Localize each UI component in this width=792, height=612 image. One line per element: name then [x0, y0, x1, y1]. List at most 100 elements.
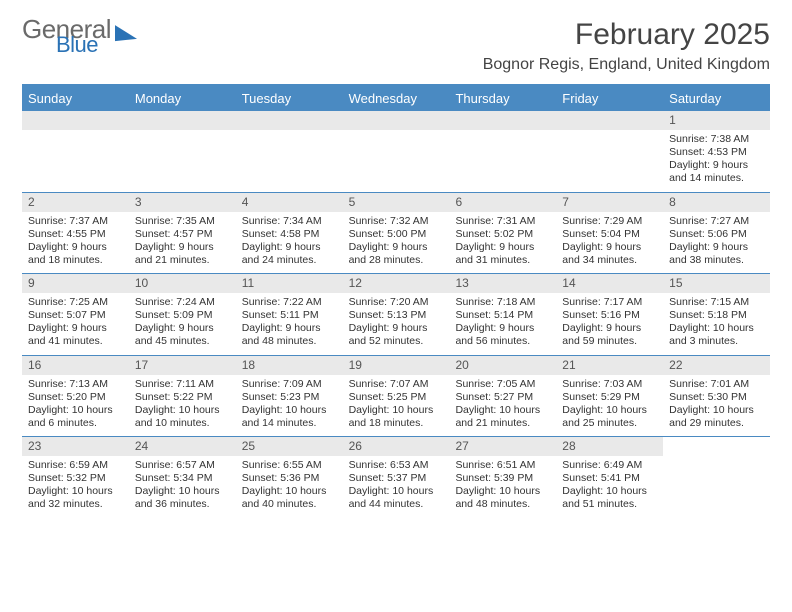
daylight-text: Daylight: 9 hours and 38 minutes. [669, 241, 764, 267]
sunrise-text: Sunrise: 7:22 AM [242, 296, 337, 309]
day-cell: 9Sunrise: 7:25 AMSunset: 5:07 PMDaylight… [22, 274, 129, 355]
day-body: Sunrise: 7:34 AMSunset: 4:58 PMDaylight:… [236, 212, 343, 274]
day-body: Sunrise: 7:07 AMSunset: 5:25 PMDaylight:… [343, 375, 450, 437]
day-body: Sunrise: 7:22 AMSunset: 5:11 PMDaylight:… [236, 293, 343, 355]
sunrise-text: Sunrise: 7:29 AM [562, 215, 657, 228]
day-number: 19 [343, 356, 450, 375]
sunset-text: Sunset: 5:23 PM [242, 391, 337, 404]
month-title: February 2025 [483, 18, 770, 52]
sunset-text: Sunset: 5:13 PM [349, 309, 444, 322]
sunset-text: Sunset: 5:27 PM [455, 391, 550, 404]
logo-triangle-icon [115, 23, 137, 41]
day-cell: 5Sunrise: 7:32 AMSunset: 5:00 PMDaylight… [343, 193, 450, 274]
sunrise-text: Sunrise: 7:35 AM [135, 215, 230, 228]
day-body: Sunrise: 6:51 AMSunset: 5:39 PMDaylight:… [449, 456, 556, 518]
day-cell: 3Sunrise: 7:35 AMSunset: 4:57 PMDaylight… [129, 193, 236, 274]
weekday-label: Sunday [22, 86, 129, 111]
sunrise-text: Sunrise: 7:38 AM [669, 133, 764, 146]
sunset-text: Sunset: 5:39 PM [455, 472, 550, 485]
day-number: 7 [556, 193, 663, 212]
weekday-header: Sunday Monday Tuesday Wednesday Thursday… [22, 86, 770, 111]
sunset-text: Sunset: 5:14 PM [455, 309, 550, 322]
day-body: Sunrise: 7:15 AMSunset: 5:18 PMDaylight:… [663, 293, 770, 355]
title-block: February 2025 Bognor Regis, England, Uni… [483, 18, 770, 74]
day-number: 24 [129, 437, 236, 456]
day-cell: 26Sunrise: 6:53 AMSunset: 5:37 PMDayligh… [343, 437, 450, 518]
weekday-label: Wednesday [343, 86, 450, 111]
weekday-label: Friday [556, 86, 663, 111]
daylight-text: Daylight: 10 hours and 29 minutes. [669, 404, 764, 430]
day-number: 27 [449, 437, 556, 456]
day-cell: 25Sunrise: 6:55 AMSunset: 5:36 PMDayligh… [236, 437, 343, 518]
sunrise-text: Sunrise: 7:31 AM [455, 215, 550, 228]
day-number: 18 [236, 356, 343, 375]
sunset-text: Sunset: 5:16 PM [562, 309, 657, 322]
logo-line2: Blue [56, 35, 111, 55]
empty-day-bar [236, 111, 343, 130]
day-cell [22, 111, 129, 192]
day-number: 28 [556, 437, 663, 456]
day-body: Sunrise: 7:09 AMSunset: 5:23 PMDaylight:… [236, 375, 343, 437]
sunrise-text: Sunrise: 7:37 AM [28, 215, 123, 228]
sunrise-text: Sunrise: 6:59 AM [28, 459, 123, 472]
day-number: 13 [449, 274, 556, 293]
sunset-text: Sunset: 5:11 PM [242, 309, 337, 322]
sunrise-text: Sunrise: 7:34 AM [242, 215, 337, 228]
daylight-text: Daylight: 10 hours and 48 minutes. [455, 485, 550, 511]
day-body: Sunrise: 7:37 AMSunset: 4:55 PMDaylight:… [22, 212, 129, 274]
day-cell: 13Sunrise: 7:18 AMSunset: 5:14 PMDayligh… [449, 274, 556, 355]
daylight-text: Daylight: 10 hours and 51 minutes. [562, 485, 657, 511]
day-cell: 4Sunrise: 7:34 AMSunset: 4:58 PMDaylight… [236, 193, 343, 274]
day-cell: 17Sunrise: 7:11 AMSunset: 5:22 PMDayligh… [129, 356, 236, 437]
day-cell [449, 111, 556, 192]
sunset-text: Sunset: 5:41 PM [562, 472, 657, 485]
day-cell: 7Sunrise: 7:29 AMSunset: 5:04 PMDaylight… [556, 193, 663, 274]
day-body: Sunrise: 7:20 AMSunset: 5:13 PMDaylight:… [343, 293, 450, 355]
day-number: 11 [236, 274, 343, 293]
sunset-text: Sunset: 5:29 PM [562, 391, 657, 404]
week-row: 23Sunrise: 6:59 AMSunset: 5:32 PMDayligh… [22, 437, 770, 518]
day-number: 23 [22, 437, 129, 456]
daylight-text: Daylight: 10 hours and 10 minutes. [135, 404, 230, 430]
daylight-text: Daylight: 10 hours and 25 minutes. [562, 404, 657, 430]
sunset-text: Sunset: 5:36 PM [242, 472, 337, 485]
day-number: 6 [449, 193, 556, 212]
day-cell: 6Sunrise: 7:31 AMSunset: 5:02 PMDaylight… [449, 193, 556, 274]
daylight-text: Daylight: 9 hours and 48 minutes. [242, 322, 337, 348]
daylight-text: Daylight: 9 hours and 45 minutes. [135, 322, 230, 348]
daylight-text: Daylight: 10 hours and 18 minutes. [349, 404, 444, 430]
day-body: Sunrise: 7:38 AMSunset: 4:53 PMDaylight:… [663, 130, 770, 192]
sunrise-text: Sunrise: 7:09 AM [242, 378, 337, 391]
sunrise-text: Sunrise: 7:32 AM [349, 215, 444, 228]
sunset-text: Sunset: 5:00 PM [349, 228, 444, 241]
sunrise-text: Sunrise: 6:51 AM [455, 459, 550, 472]
day-body: Sunrise: 7:29 AMSunset: 5:04 PMDaylight:… [556, 212, 663, 274]
sunrise-text: Sunrise: 7:13 AM [28, 378, 123, 391]
daylight-text: Daylight: 10 hours and 6 minutes. [28, 404, 123, 430]
day-number: 8 [663, 193, 770, 212]
day-number: 22 [663, 356, 770, 375]
sunset-text: Sunset: 5:04 PM [562, 228, 657, 241]
week-row: 1Sunrise: 7:38 AMSunset: 4:53 PMDaylight… [22, 111, 770, 193]
day-cell [663, 437, 770, 518]
sunset-text: Sunset: 5:07 PM [28, 309, 123, 322]
day-number: 4 [236, 193, 343, 212]
empty-day-bar [129, 111, 236, 130]
day-number: 20 [449, 356, 556, 375]
daylight-text: Daylight: 9 hours and 41 minutes. [28, 322, 123, 348]
sunset-text: Sunset: 5:34 PM [135, 472, 230, 485]
sunset-text: Sunset: 5:30 PM [669, 391, 764, 404]
day-cell: 14Sunrise: 7:17 AMSunset: 5:16 PMDayligh… [556, 274, 663, 355]
sunrise-text: Sunrise: 7:07 AM [349, 378, 444, 391]
day-number: 1 [663, 111, 770, 130]
empty-day-bar [343, 111, 450, 130]
sunset-text: Sunset: 5:25 PM [349, 391, 444, 404]
sunrise-text: Sunrise: 6:57 AM [135, 459, 230, 472]
week-row: 2Sunrise: 7:37 AMSunset: 4:55 PMDaylight… [22, 193, 770, 275]
daylight-text: Daylight: 9 hours and 28 minutes. [349, 241, 444, 267]
daylight-text: Daylight: 10 hours and 44 minutes. [349, 485, 444, 511]
day-number: 17 [129, 356, 236, 375]
daylight-text: Daylight: 9 hours and 24 minutes. [242, 241, 337, 267]
day-cell: 8Sunrise: 7:27 AMSunset: 5:06 PMDaylight… [663, 193, 770, 274]
day-number: 12 [343, 274, 450, 293]
